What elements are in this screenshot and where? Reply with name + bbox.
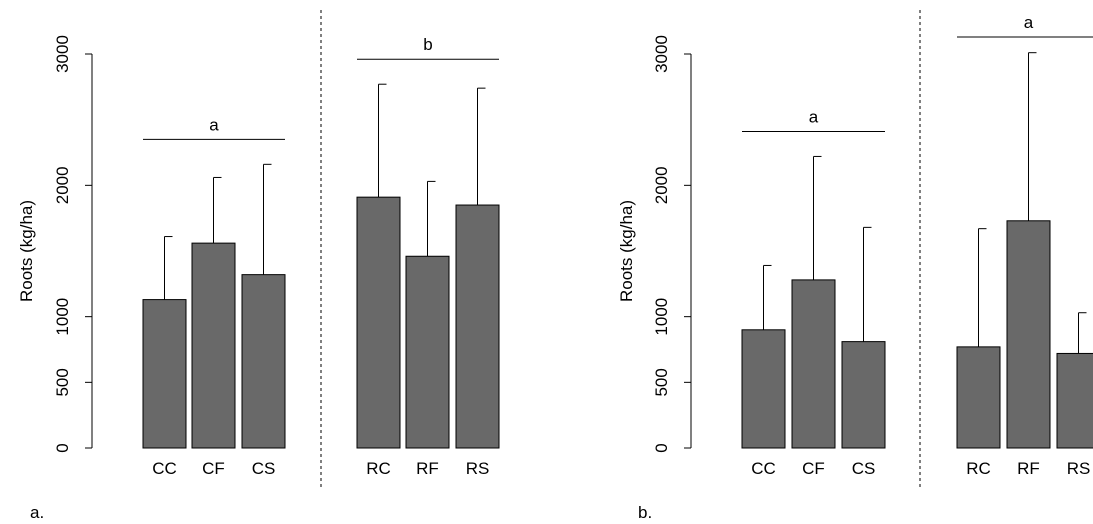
x-category-label: CF [202, 459, 225, 478]
bar [356, 196, 401, 449]
bar [405, 255, 450, 449]
y-axis-label: Roots (kg/ha) [617, 200, 636, 302]
bar [142, 299, 187, 449]
y-tick-label: 3000 [53, 35, 72, 73]
bar [241, 274, 286, 449]
y-tick-label: 2000 [53, 166, 72, 204]
significance-letter: b [423, 35, 432, 54]
y-tick-label: 1000 [53, 298, 72, 336]
x-category-label: CS [852, 459, 876, 478]
significance-letter: a [809, 107, 819, 126]
x-category-label: RC [366, 459, 391, 478]
y-tick-label: 0 [652, 443, 671, 452]
x-category-label: RC [966, 459, 991, 478]
x-category-label: CS [252, 459, 276, 478]
y-tick-label: 500 [652, 368, 671, 396]
y-tick-label: 1000 [652, 298, 671, 336]
y-axis-label: Roots (kg/ha) [17, 200, 36, 302]
bar [1006, 220, 1051, 449]
x-category-label: CF [802, 459, 825, 478]
panel-label: a. [30, 503, 44, 522]
y-tick-label: 500 [53, 368, 72, 396]
x-category-label: RF [416, 459, 439, 478]
bar [956, 346, 1001, 449]
bar [191, 242, 236, 449]
bar [791, 279, 836, 449]
y-tick-label: 3000 [652, 35, 671, 73]
y-tick-label: 0 [53, 443, 72, 452]
bar [841, 341, 886, 449]
panel-label: b. [638, 503, 652, 522]
x-category-label: RS [1067, 459, 1091, 478]
x-category-label: CC [751, 459, 776, 478]
bar [455, 204, 500, 449]
x-category-label: RF [1017, 459, 1040, 478]
significance-letter: a [209, 115, 219, 134]
bar [1056, 352, 1093, 449]
bar [741, 329, 786, 449]
y-tick-label: 2000 [652, 166, 671, 204]
significance-letter: a [1024, 13, 1034, 32]
x-category-label: RS [466, 459, 490, 478]
x-category-label: CC [152, 459, 177, 478]
